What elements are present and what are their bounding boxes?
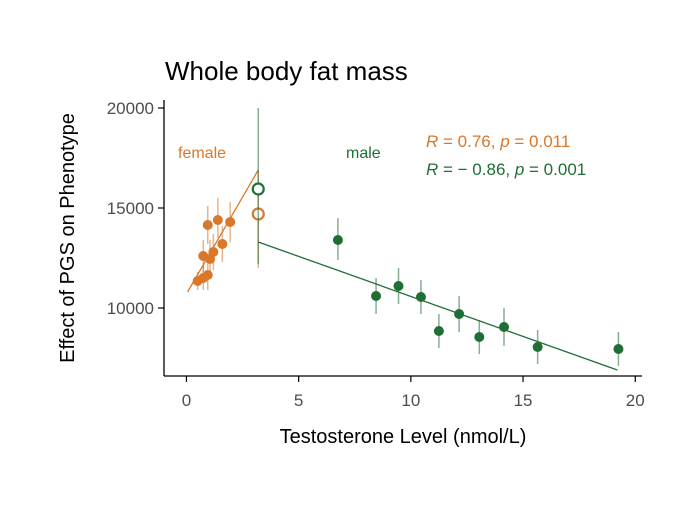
x-tick-label: 10	[401, 391, 420, 410]
x-tick-label: 0	[182, 391, 191, 410]
data-point-male	[332, 235, 343, 245]
x-tick-label: 15	[514, 391, 533, 410]
data-point-female	[202, 220, 213, 230]
x-tick-label: 5	[294, 391, 303, 410]
data-point-male	[474, 332, 485, 342]
y-tick-label: 20000	[107, 99, 154, 118]
x-tick-label: 20	[626, 391, 645, 410]
legend-label-male: male	[346, 145, 381, 162]
data-point-female	[208, 247, 219, 257]
data-point-male	[415, 292, 426, 302]
outlier-point-male	[251, 182, 265, 196]
stat-annotation-male: R = − 0.86, p = 0.001	[426, 160, 586, 179]
data-point-male	[532, 342, 543, 352]
legend-label-female: female	[178, 145, 226, 162]
x-axis-label: Testosterone Level (nmol/L)	[280, 426, 527, 448]
data-point-male	[371, 291, 382, 301]
data-point-female	[225, 217, 236, 227]
fit-line-male	[258, 241, 618, 371]
data-point-female	[202, 270, 213, 280]
series-male	[251, 108, 624, 371]
chart-title: Whole body fat mass	[165, 56, 408, 86]
data-point-female	[212, 215, 223, 225]
data-point-male	[393, 281, 404, 291]
stat-annotation-female: R = 0.76, p = 0.011	[426, 132, 570, 151]
data-point-male	[613, 344, 624, 354]
plot-layer: 0 5 10 15 20 10000 15000 20000 R = 0.76, p = 0.0…	[107, 99, 645, 410]
data-point-male	[454, 309, 465, 319]
y-axis-label: Effect of PGS on Phenotype	[57, 113, 79, 363]
data-point-male	[498, 322, 509, 332]
y-tick-label: 10000	[107, 299, 154, 318]
data-point-female	[217, 239, 228, 249]
y-tick-label: 15000	[107, 199, 154, 218]
data-point-male	[433, 326, 444, 336]
